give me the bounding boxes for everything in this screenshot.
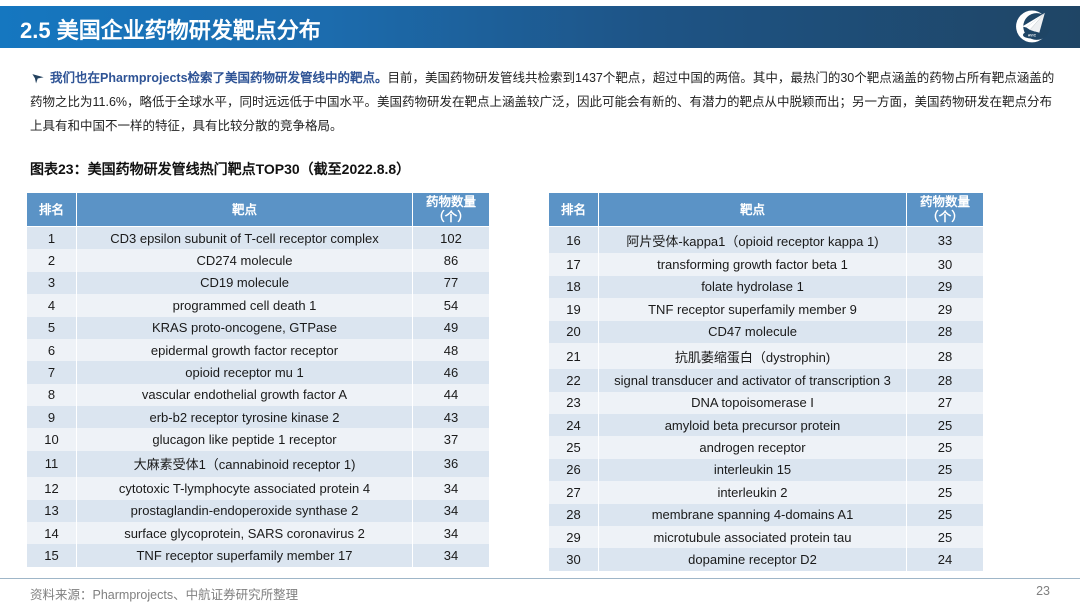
- svg-text:AVIC: AVIC: [1028, 33, 1037, 37]
